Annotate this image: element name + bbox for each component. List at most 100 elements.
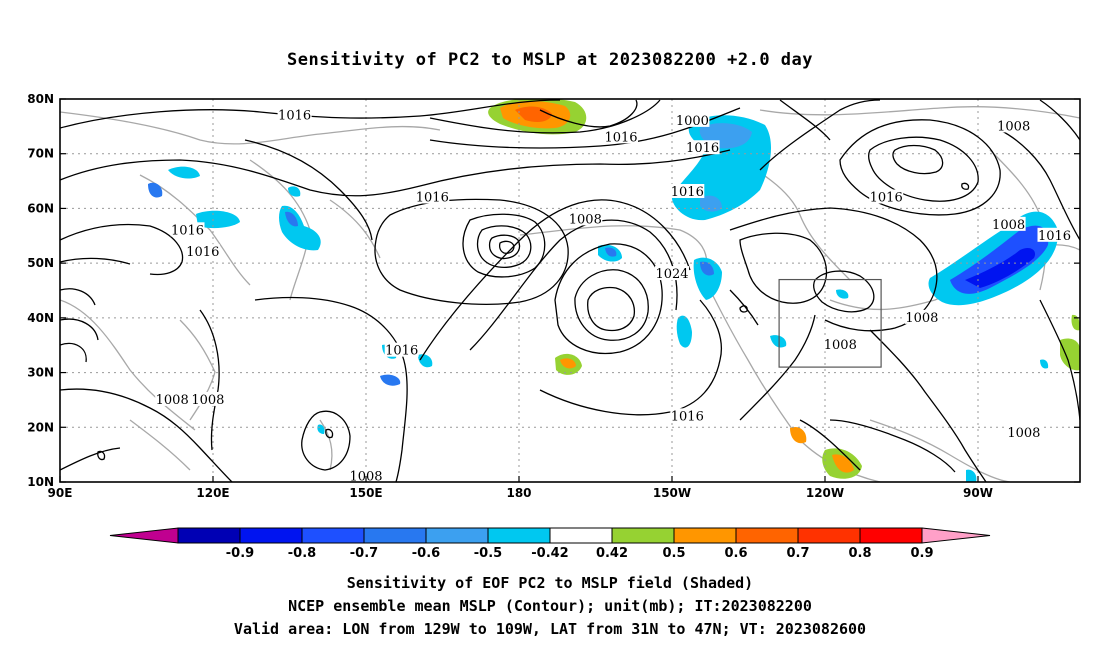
colorbar-label: 0.7 [786, 546, 809, 561]
lon-tick-label: 180 [506, 486, 531, 500]
contour-label-bg [991, 216, 1026, 231]
shade-negative-coast [676, 315, 692, 348]
contour-label-bg [1006, 424, 1041, 439]
colorbar-box-11 [859, 527, 923, 544]
colorbar-label: 0.5 [662, 546, 685, 561]
shade-negative-alaska-core2 [700, 195, 722, 212]
shade-negative-siberia-5 [288, 186, 301, 197]
contour-label-bg [869, 189, 904, 204]
lon-tick-label: 150W [653, 486, 691, 500]
colorbar-label: 0.9 [910, 546, 933, 561]
contour-label: 1008 [824, 338, 857, 353]
contour-label: 1016 [385, 344, 418, 359]
contour-label-bg [685, 140, 720, 155]
contour-label-bg [670, 408, 705, 423]
axis-ticks: 90E120E150E180150W120W90W60W10N20N30N40N… [27, 92, 1080, 500]
lon-tick-label: 90W [963, 486, 993, 500]
contour-label-bg [277, 107, 312, 122]
contour-label: 1024 [655, 267, 688, 282]
contour-label-bg [675, 112, 710, 127]
contour-label-bg [170, 222, 205, 237]
map-title: Sensitivity of PC2 to MSLP at 2023082200… [286, 50, 813, 70]
lon-tick-label: 150E [349, 486, 382, 500]
shade-negative-east-max [965, 247, 1036, 288]
colorbar-box-1 [239, 527, 303, 544]
contour-label-bg [190, 391, 225, 406]
contour-label-bg [185, 244, 220, 259]
contour-label-bg [904, 309, 939, 324]
lon-tick-label: 120W [806, 486, 844, 500]
colorbar-box-5 [487, 527, 551, 544]
colorbar-label: 0.42 [596, 546, 628, 561]
colorbar-box-3 [363, 527, 427, 544]
contour-label-bg [604, 129, 638, 144]
contour-label: 1008 [349, 470, 382, 485]
contour-label: 1008 [1007, 426, 1040, 441]
contour-label: 1008 [992, 218, 1025, 233]
contour-label: 1008 [569, 212, 602, 227]
shade-positive-atlantic-2 [1071, 314, 1080, 331]
colorbar-tip-right [921, 527, 991, 544]
contour-label: 1016 [171, 223, 204, 238]
colorbar-box-8 [673, 527, 737, 544]
shade-positive-arctic-max [515, 106, 552, 122]
shade-negative-siberia-1 [148, 182, 163, 198]
contour-label: 1008 [156, 393, 189, 408]
contour-label-bg [655, 266, 689, 281]
contour-label: 1016 [1038, 229, 1071, 244]
shade-negative-siberia-3 [196, 210, 240, 229]
contour-label: 1008 [905, 311, 938, 326]
lat-tick-label: 40N [27, 311, 54, 325]
contour-label: 1016 [686, 141, 719, 156]
colorbar-label: 0.8 [848, 546, 871, 561]
shade-positive-central-core [832, 454, 854, 473]
colorbar-label: -0.5 [474, 546, 502, 561]
colorbar-label: -0.8 [288, 546, 316, 561]
contour-label-bg [415, 189, 450, 204]
lat-tick-label: 30N [27, 366, 54, 380]
shade-negative-pacific-1-core [605, 247, 617, 257]
colorbar-tip-left [109, 527, 179, 544]
contour-label: 1016 [186, 245, 219, 260]
contour-label: 1016 [416, 190, 449, 205]
colorbar-label: -0.6 [412, 546, 440, 561]
contour-label: 1008 [191, 393, 224, 408]
contour-label-bg [155, 391, 190, 406]
contour-label: 1016 [604, 130, 637, 145]
contour-label-bg [996, 118, 1031, 133]
colorbar-box-10 [797, 527, 861, 544]
grid-lines [60, 99, 1080, 482]
shade-negative-west-core [700, 261, 714, 276]
colorbar-box-2 [301, 527, 365, 544]
contour-label: 1008 [997, 119, 1030, 134]
shade-positive-pacific-core [560, 358, 576, 369]
contour-label: 1016 [671, 185, 704, 200]
mslp-contours [60, 99, 1080, 482]
contour-label: 1016 [870, 190, 903, 205]
colorbar-label: -0.7 [350, 546, 378, 561]
valid-area-box [778, 278, 882, 368]
lat-tick-label: 10N [27, 475, 54, 489]
contour-label-bg [670, 184, 705, 199]
caption-line-2: NCEP ensemble mean MSLP (Contour); unit(… [288, 597, 812, 615]
contour-label: 1016 [671, 409, 704, 424]
shade-negative-pac-2 [418, 354, 433, 368]
colorbar-box-7 [611, 527, 675, 544]
contour-label-bg [1037, 227, 1072, 242]
colorbar-box-9 [735, 527, 799, 544]
colorbar-box-6 [549, 527, 613, 544]
shade-positive-mexico [790, 426, 807, 444]
lat-tick-label: 60N [27, 201, 54, 215]
plot-frame [59, 98, 1081, 483]
shade-negative-pac-3 [380, 374, 401, 386]
colorbar-box-0 [177, 527, 241, 544]
lon-tick-label: 120E [196, 486, 229, 500]
caption-line-3: Valid area: LON from 129W to 109W, LAT f… [233, 620, 867, 638]
contour-label-bg [384, 342, 419, 357]
shade-negative-nw [770, 335, 787, 348]
contour-label: 1016 [278, 108, 311, 123]
colorbar-label: -0.9 [226, 546, 254, 561]
